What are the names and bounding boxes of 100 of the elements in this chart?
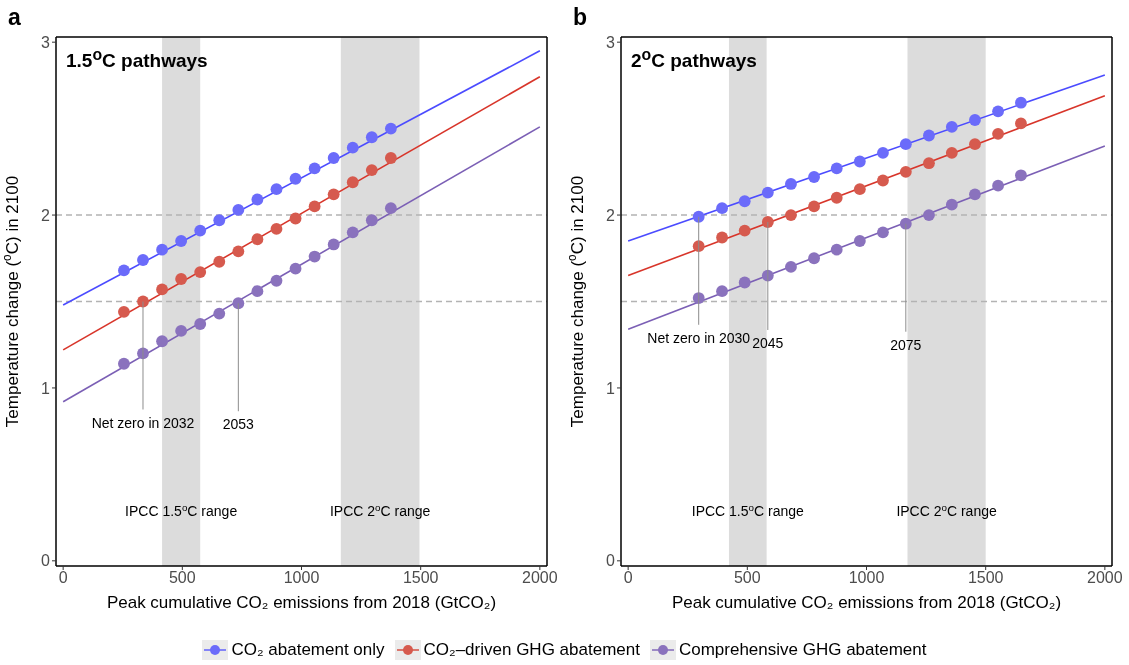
point	[251, 233, 264, 246]
point	[346, 226, 359, 239]
point	[232, 245, 245, 258]
point	[761, 186, 774, 199]
annotation: 2045	[752, 334, 784, 351]
point	[808, 171, 820, 183]
point	[327, 152, 340, 164]
x-tick-label: 2000	[522, 569, 558, 587]
point	[384, 152, 397, 164]
point	[969, 138, 981, 151]
point	[969, 188, 981, 201]
point	[365, 214, 378, 227]
point	[808, 252, 820, 265]
point	[738, 224, 751, 237]
point	[830, 191, 843, 204]
x-tick-label: 0	[58, 569, 68, 587]
point	[716, 285, 728, 298]
point	[716, 231, 728, 244]
point	[156, 243, 168, 256]
point	[738, 195, 751, 208]
y-tick-label: 0	[606, 552, 616, 570]
annotation: 2053	[222, 416, 255, 433]
point	[270, 274, 283, 287]
y-tick-label: 3	[41, 33, 51, 51]
point	[716, 202, 728, 215]
point	[808, 200, 820, 213]
point	[785, 261, 797, 273]
point	[232, 203, 245, 216]
point	[213, 214, 226, 227]
point	[308, 250, 321, 263]
point	[1015, 96, 1027, 109]
point	[365, 164, 378, 177]
x-tick-label: 500	[733, 569, 761, 587]
point	[877, 226, 889, 239]
chart-title: b	[573, 4, 588, 31]
point	[327, 188, 340, 201]
point	[923, 209, 935, 221]
y-tick-label: 2	[41, 206, 51, 224]
x-tick-label: 2000	[1087, 569, 1123, 587]
chart-title: a	[8, 4, 21, 31]
y-tick-label: 2	[606, 206, 616, 224]
point	[194, 266, 207, 279]
x-tick-label: 1500	[967, 569, 1004, 587]
legend-label: CO₂ abatement only	[231, 640, 385, 660]
y-tick-label: 1	[41, 379, 51, 397]
point	[213, 255, 226, 268]
point	[1015, 169, 1027, 182]
point	[992, 127, 1004, 140]
annotation: Net zero in 2030	[647, 329, 751, 346]
point	[877, 174, 889, 187]
point	[945, 120, 958, 133]
point	[308, 162, 321, 175]
legend-label: CO₂–driven GHG abatement	[423, 640, 640, 660]
point	[156, 283, 168, 296]
point	[118, 357, 130, 370]
point	[118, 264, 130, 277]
point	[692, 210, 705, 223]
x-tick-label: 500	[168, 569, 196, 587]
x-tick-label: 1000	[848, 569, 885, 587]
point	[346, 176, 359, 189]
point	[289, 212, 302, 225]
point	[213, 307, 226, 320]
point	[365, 131, 378, 144]
point	[992, 179, 1004, 192]
point	[877, 146, 889, 159]
band-label: IPCC 2$^{o}$C range	[329, 501, 431, 519]
point	[194, 318, 207, 330]
point	[251, 285, 264, 298]
x-tick-label: 1000	[283, 569, 320, 587]
point	[175, 324, 188, 337]
point	[1015, 117, 1027, 130]
x-axis-title: Peak cumulative CO₂ emissions from 2018 (GtCO₂)	[106, 593, 497, 612]
annotation: 2075	[890, 336, 922, 353]
point	[175, 235, 188, 247]
point	[853, 183, 866, 196]
point	[384, 202, 397, 215]
point	[118, 305, 130, 318]
y-tick-label: 1	[606, 379, 616, 397]
point	[327, 238, 340, 251]
point	[785, 209, 797, 221]
point	[923, 129, 935, 142]
point	[384, 122, 397, 135]
annotation: Net zero in 2032	[91, 414, 195, 431]
point	[232, 297, 245, 310]
point	[992, 105, 1004, 118]
point	[899, 217, 912, 230]
point	[969, 114, 981, 126]
band-label: IPCC 2$^{o}$C range	[896, 501, 997, 519]
point	[945, 146, 958, 159]
point	[156, 335, 168, 348]
point	[346, 141, 359, 154]
point	[251, 193, 264, 206]
point	[308, 200, 321, 213]
y-tick-label: 3	[606, 33, 616, 51]
point	[738, 276, 751, 289]
point	[853, 155, 866, 168]
point	[945, 198, 958, 211]
point	[761, 216, 774, 228]
point	[899, 138, 912, 151]
point	[785, 178, 797, 190]
